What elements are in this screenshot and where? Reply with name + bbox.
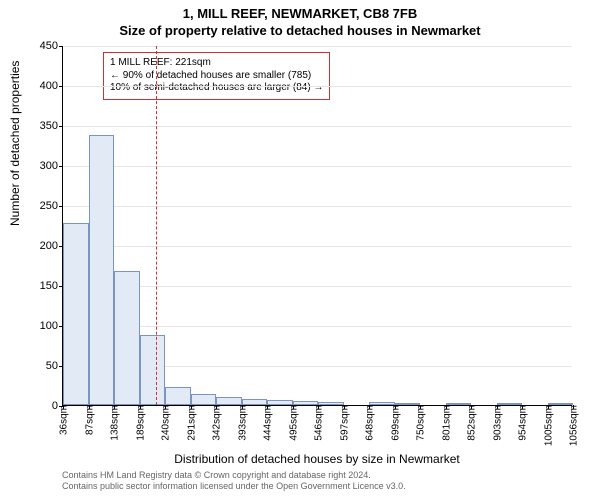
xtick-label: 903sqm [490,405,503,441]
annotation-box: 1 MILL REEF: 221sqm ← 90% of detached ho… [103,52,330,100]
histogram-bar [165,387,191,405]
histogram-bar [267,400,293,405]
histogram-bar [446,403,472,405]
xtick-label: 954sqm [516,405,529,441]
xtick-label: 801sqm [439,405,452,441]
xtick-label: 36sqm [57,405,70,435]
plot-area: 1 MILL REEF: 221sqm ← 90% of detached ho… [62,46,572,406]
annotation-line1: 1 MILL REEF: 221sqm [110,57,323,70]
histogram-bar [216,397,242,405]
footer-line2: Contains public sector information licen… [62,481,572,492]
xtick-label: 1005sqm [541,405,554,446]
histogram-bar [293,401,319,405]
annotation-line2: ← 90% of detached houses are smaller (78… [110,70,323,83]
title-sub: Size of property relative to detached ho… [0,21,600,42]
gridline-h [63,126,572,127]
xtick-label: 240sqm [159,405,172,441]
xtick-label: 495sqm [286,405,299,441]
reference-line [156,46,157,405]
histogram-bar [191,394,217,405]
gridline-h [63,246,572,247]
footer-line1: Contains HM Land Registry data © Crown c… [62,470,572,481]
y-axis-label: Number of detached properties [8,61,22,226]
xtick-label: 342sqm [210,405,223,441]
xtick-label: 291sqm [184,405,197,441]
gridline-h [63,166,572,167]
xtick-label: 87sqm [82,405,95,435]
histogram-bar [369,402,395,405]
histogram-bar [140,335,166,405]
histogram-bar [63,223,89,405]
xtick-label: 648sqm [363,405,376,441]
xtick-label: 597sqm [337,405,350,441]
xtick-label: 393sqm [235,405,248,441]
chart-container: 1, MILL REEF, NEWMARKET, CB8 7FB Size of… [0,0,600,500]
xtick-label: 699sqm [388,405,401,441]
xtick-label: 444sqm [261,405,274,441]
annotation-line3: 10% of semi-detached houses are larger (… [110,82,323,95]
ytick-mark [59,166,63,167]
histogram-bar [548,403,574,405]
xtick-label: 189sqm [133,405,146,441]
ytick-mark [59,206,63,207]
gridline-h [63,46,572,47]
title-main: 1, MILL REEF, NEWMARKET, CB8 7FB [0,0,600,21]
xtick-label: 750sqm [414,405,427,441]
footer: Contains HM Land Registry data © Crown c… [62,470,572,492]
histogram-bar [497,403,523,405]
histogram-bar [89,135,115,405]
xtick-label: 546sqm [312,405,325,441]
gridline-h [63,86,572,87]
xtick-label: 138sqm [108,405,121,441]
gridline-h [63,206,572,207]
xtick-label: 852sqm [465,405,478,441]
xtick-label: 1056sqm [567,405,580,446]
ytick-mark [59,46,63,47]
ytick-mark [59,126,63,127]
histogram-bar [395,403,421,405]
x-axis-label: Distribution of detached houses by size … [62,452,572,466]
ytick-mark [59,86,63,87]
histogram-bar [318,402,344,405]
histogram-bar [242,399,268,405]
histogram-bar [114,271,140,405]
